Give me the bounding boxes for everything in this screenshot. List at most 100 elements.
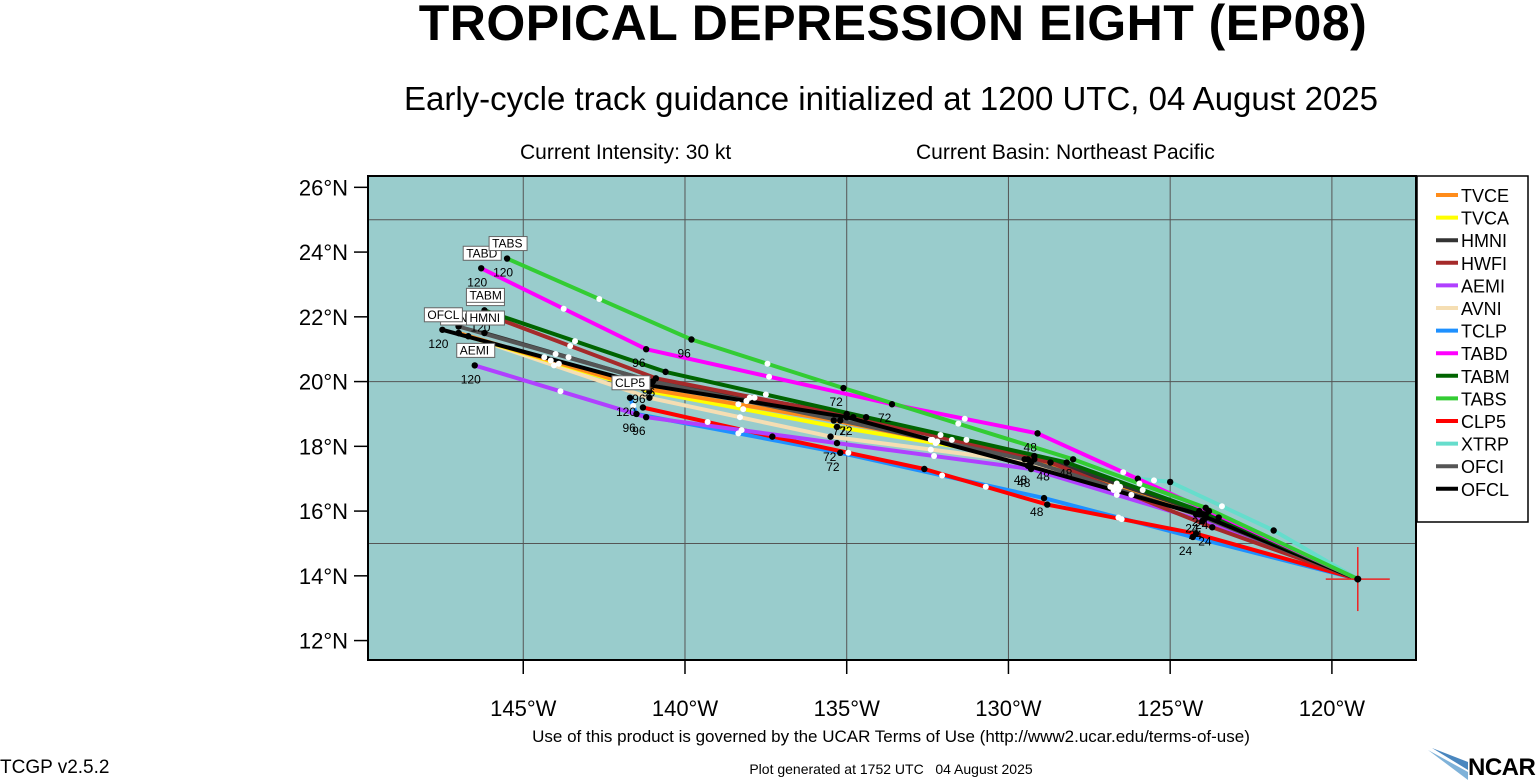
map-frame — [367, 175, 1417, 661]
latitude-tick-label: 14°N — [299, 564, 348, 589]
forecast-point-marker — [830, 417, 837, 424]
version-label: TCGP v2.5.2 — [0, 757, 110, 778]
forecast-point-marker — [481, 329, 488, 337]
longitude-tick-label: 140°W — [652, 696, 719, 721]
legend-label-tabs: TABS — [1461, 389, 1507, 409]
intermediate-point-marker — [963, 436, 970, 443]
longitude-tick-label: 125°W — [1137, 696, 1204, 721]
intermediate-point-marker — [541, 354, 548, 361]
forecast-hour-label: 24 — [1195, 518, 1209, 532]
intermediate-point-marker — [1118, 516, 1125, 523]
intermediate-point-marker — [1136, 480, 1143, 487]
intermediate-point-marker — [929, 436, 936, 443]
map-background — [368, 176, 1416, 660]
intermediate-point-marker — [552, 351, 559, 358]
forecast-point-marker — [1215, 514, 1222, 521]
forecast-hour-label: 24 — [1185, 521, 1199, 535]
intermediate-point-marker — [1120, 469, 1127, 476]
forecast-hour-label: 72 — [826, 460, 840, 474]
intermediate-point-marker — [560, 305, 567, 312]
current-intensity: Current Intensity: 30 kt — [520, 141, 732, 164]
intermediate-point-marker — [1139, 487, 1146, 494]
legend-label-aemi: AEMI — [1461, 276, 1505, 296]
intermediate-point-marker — [1110, 487, 1117, 494]
forecast-hour-label: 96 — [632, 356, 646, 370]
legend-label-ofci: OFCI — [1461, 457, 1504, 477]
intermediate-point-marker — [567, 342, 574, 349]
forecast-hour-label: 96 — [677, 346, 691, 360]
intermediate-point-marker — [555, 360, 562, 367]
forecast-hour-label: 72 — [829, 395, 843, 409]
forecast-point-marker — [1166, 478, 1174, 486]
forecast-point-marker — [642, 413, 650, 421]
track-end-box — [423, 307, 463, 323]
intermediate-point-marker — [931, 453, 938, 460]
track-end-box — [488, 236, 528, 252]
intermediate-point-marker — [1113, 480, 1120, 487]
legend-label-xtrp: XTRP — [1461, 435, 1509, 455]
intermediate-point-marker — [751, 394, 758, 401]
forecast-point-marker — [1196, 511, 1203, 518]
terms-of-use-note: Use of this product is governed by the U… — [532, 727, 1250, 746]
forecast-hour-label: 120 — [616, 405, 636, 419]
forecast-point-marker — [1034, 430, 1041, 437]
forecast-point-marker — [921, 465, 928, 473]
forecast-point-marker — [833, 423, 841, 431]
latitude-tick-label: 12°N — [299, 629, 348, 654]
forecast-point-marker — [639, 404, 647, 411]
legend-label-hmni: HMNI — [1461, 231, 1507, 251]
forecast-point-marker — [1063, 459, 1070, 466]
intermediate-point-marker — [1113, 491, 1120, 498]
forecast-point-marker — [849, 413, 857, 421]
forecast-hour-label: 24 — [1192, 515, 1206, 529]
forecast-point-marker — [1021, 456, 1028, 463]
forecast-point-marker — [837, 449, 844, 457]
forecast-hour-label: 72 — [878, 411, 892, 425]
forecast-hour-label: 48 — [1024, 440, 1038, 454]
forecast-point-marker — [633, 410, 640, 418]
intermediate-point-marker — [762, 391, 769, 398]
intermediate-point-marker — [572, 338, 579, 345]
forecast-point-marker — [439, 326, 446, 333]
latitude-tick-label: 24°N — [299, 240, 348, 265]
forecast-point-marker — [827, 433, 834, 440]
ncar-logo: NCAR — [1428, 748, 1536, 781]
legend-label-tabm: TABM — [1461, 367, 1510, 387]
forecast-hour-label: 96 — [622, 421, 636, 435]
forecast-hour-label: 72 — [823, 450, 837, 464]
forecast-point-marker — [1044, 501, 1051, 508]
intermediate-point-marker — [845, 449, 852, 456]
intermediate-point-marker — [596, 296, 603, 303]
intermediate-point-marker — [736, 414, 743, 421]
forecast-point-marker — [843, 413, 850, 421]
track-end-label: HMNI — [469, 311, 500, 325]
intermediate-point-marker — [1218, 503, 1225, 510]
forecast-hour-label: 120 — [493, 266, 513, 280]
forecast-hour-label: 48 — [1014, 473, 1028, 487]
forecast-point-marker — [1040, 494, 1048, 502]
forecast-point-marker — [1134, 475, 1142, 482]
forecast-point-marker — [1047, 459, 1054, 466]
forecast-hour-label: 120 — [461, 372, 481, 386]
forecast-hour-label: 48 — [1059, 466, 1073, 480]
forecast-point-marker — [642, 346, 650, 353]
forecast-point-marker — [837, 417, 844, 424]
current-basin: Current Basin: Northeast Pacific — [916, 141, 1215, 164]
forecast-hour-label: 48 — [1036, 470, 1050, 484]
legend-label-ofcl: OFCL — [1461, 480, 1509, 500]
forecast-point-marker — [478, 265, 485, 272]
plot-generated-note: Plot generated at 1752 UTC 04 August 202… — [749, 761, 1033, 777]
track-end-box — [465, 310, 505, 326]
forecast-point-marker — [833, 439, 841, 447]
forecast-point-marker — [646, 394, 653, 401]
ncar-logo-icon — [1428, 748, 1468, 780]
intermediate-point-marker — [547, 357, 554, 364]
intermediate-point-marker — [764, 360, 771, 367]
legend-label-avni: AVNI — [1461, 299, 1502, 319]
forecast-hour-label: 72 — [839, 424, 853, 438]
forecast-point-marker — [840, 384, 847, 392]
forecast-hour-label: 24 — [1179, 544, 1193, 558]
longitude-tick-label: 130°W — [975, 696, 1042, 721]
track-end-label: TABS — [492, 237, 522, 251]
